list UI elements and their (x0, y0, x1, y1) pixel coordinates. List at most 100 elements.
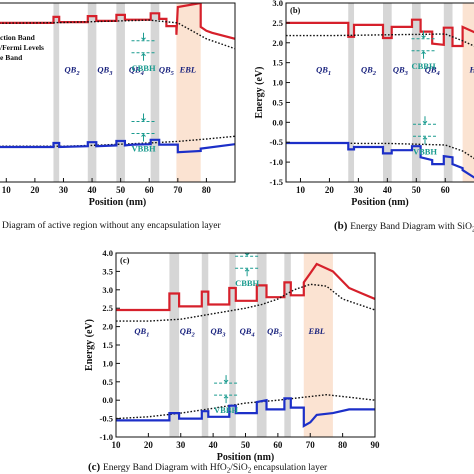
region-label-a-0: QB2 (65, 65, 81, 78)
y-axis-label-b: Energy (eV) (254, 67, 265, 119)
y-tick-label-b-4: 0.5 (272, 97, 283, 107)
y-tick-label-c-5: 1.5 (102, 340, 113, 350)
quantum-barrier-band-a-3 (150, 3, 160, 182)
x-tick-label-c-8: 90 (371, 440, 381, 450)
legend-entry-a-0: ction Band (0, 33, 36, 42)
x-tick-label-b-5: 60 (441, 185, 451, 195)
x-axis-label-c: Position (nm) (217, 452, 275, 463)
y-tick-label-b-3: 0.0 (272, 117, 283, 127)
quantum-barrier-band-b-2 (411, 3, 421, 182)
y-tick-label-b-6: 1.5 (272, 58, 283, 68)
quantum-barrier-band-a-0 (53, 3, 60, 182)
region-label-b-1: QB2 (361, 65, 377, 78)
x-tick-label-a-2: 30 (59, 185, 69, 195)
series-line-c-0 (116, 262, 375, 312)
y-tick-label-c-4: 1.0 (102, 358, 113, 368)
y-tick-label-c-8: 3.0 (102, 285, 113, 295)
x-tick-label-c-5: 60 (273, 440, 283, 450)
region-label-a-1: QB3 (97, 65, 113, 78)
y-tick-label-c-10: 4.0 (102, 248, 113, 258)
quantum-barrier-band-c-0 (169, 253, 180, 437)
legend-entry-a-1: /Fermi Levels (0, 43, 44, 52)
annotation-label-a-1: VBBH (131, 144, 155, 154)
legend-entry-a-2: e Band (0, 53, 23, 62)
y-tick-label-b-5: 1.0 (272, 78, 283, 88)
annotation-label-c-0: CBBH (235, 278, 259, 288)
y-tick-label-c-2: 0.0 (102, 395, 113, 405)
x-axis-label-a: Position (nm) (89, 197, 147, 208)
x-tick-label-a-7: 80 (202, 185, 212, 195)
panel-c: QB1 QB2 QB3 QB4 QB5 EBL CBBH VBBH 10 20 30 40 50 60 70… (84, 248, 380, 463)
y-tick-label-b-1: -1.0 (270, 157, 283, 167)
y-axis-label-c: Energy (eV) (84, 319, 95, 371)
panel-label-b: (b) (290, 5, 301, 15)
annotation-label-c-1: VBBH (214, 405, 238, 415)
region-label-c-4: QB5 (267, 326, 283, 339)
x-tick-label-c-4: 50 (241, 440, 251, 450)
quantum-barrier-band-b-0 (348, 3, 355, 182)
panel-b: QB1 QB2 QB3 QB4 H CBBH VBBH 10 20 30 40 50 60 -1.5 -1.… (254, 0, 474, 208)
quantum-barrier-band-c-3 (256, 253, 267, 437)
y-tick-label-c-0: -1.0 (100, 432, 113, 442)
y-tick-label-b-2: -0.5 (270, 137, 283, 147)
region-label-b-3: QB4 (425, 65, 441, 78)
region-label-c-3: QB4 (240, 326, 256, 339)
x-tick-label-c-6: 70 (306, 440, 316, 450)
panel-label-c: (c) (120, 255, 130, 265)
plot-area-a: QB2 QB3 QB4 QB5 EBL CBBH VBBH ction Band/Fermi … (0, 3, 235, 182)
series-line-b-3 (286, 141, 474, 179)
annotation-a-1: VBBH (131, 113, 156, 154)
x-axis-label-b: Position (nm) (351, 197, 409, 208)
x-tick-label-b-2: 30 (354, 185, 364, 195)
annotation-label-a-0: CBBH (131, 63, 155, 73)
plot-area-c: QB1 QB2 QB3 QB4 QB5 EBL CBBH VBBH (116, 253, 375, 437)
y-tick-label-b-0: -1.5 (270, 177, 283, 187)
quantum-barrier-band-c-1 (201, 253, 209, 437)
series-line-c-1 (116, 283, 375, 322)
quantum-barrier-band-a-2 (116, 3, 125, 182)
annotation-c-0: CBBH (235, 253, 260, 288)
series-line-a-3 (0, 138, 235, 154)
x-tick-label-a-5: 60 (145, 185, 155, 195)
y-tick-label-c-3: 0.5 (102, 377, 113, 387)
x-tick-label-a-0: 10 (2, 185, 12, 195)
x-tick-label-a-6: 70 (173, 185, 183, 195)
y-tick-label-c-7: 2.5 (102, 303, 113, 313)
region-label-b-2: QB3 (393, 65, 409, 78)
y-tick-label-b-7: 2.0 (272, 38, 283, 48)
annotation-b-1: VBBH (413, 116, 437, 156)
ebl-band-a (176, 3, 201, 182)
x-tick-label-b-4: 50 (412, 185, 422, 195)
x-tick-label-a-3: 40 (88, 185, 98, 195)
caption-c: (c) Energy Band Diagram with HfO2/SiO2 e… (88, 461, 328, 474)
quantum-barrier-band-b-3 (443, 3, 453, 182)
series-line-c-2 (116, 393, 375, 420)
quantum-barrier-band-c-2 (229, 253, 236, 437)
x-tick-label-b-1: 20 (325, 185, 335, 195)
ebl-band-c (303, 253, 333, 437)
annotation-label-b-1: VBBH (413, 146, 437, 156)
x-tick-label-a-4: 50 (116, 185, 126, 195)
region-label-c-5: EBL (307, 326, 325, 336)
series-line-a-1 (0, 19, 235, 50)
quantum-barrier-band-a-1 (87, 3, 97, 182)
x-tick-label-c-7: 80 (338, 440, 348, 450)
x-tick-label-c-0: 10 (112, 440, 122, 450)
plot-frame-b (285, 2, 474, 183)
region-label-a-3: QB5 (159, 65, 175, 78)
plot-area-b: QB1 QB2 QB3 QB4 H CBBH VBBH (286, 3, 474, 182)
x-tick-label-c-3: 40 (209, 440, 219, 450)
x-tick-label-c-2: 30 (176, 440, 186, 450)
region-label-c-0: QB1 (134, 326, 149, 339)
series-line-c-3 (116, 397, 375, 428)
region-label-b-4: H (468, 65, 474, 75)
plot-frame-a (0, 2, 236, 183)
y-tick-label-c-6: 2.0 (102, 322, 113, 332)
x-tick-label-b-3: 40 (383, 185, 393, 195)
caption-a: Diagram of active region without any enc… (2, 220, 222, 231)
y-tick-label-c-9: 3.5 (102, 266, 113, 276)
region-label-a-2: QB4 (129, 65, 145, 78)
annotation-b-0: CBBH (411, 30, 436, 71)
